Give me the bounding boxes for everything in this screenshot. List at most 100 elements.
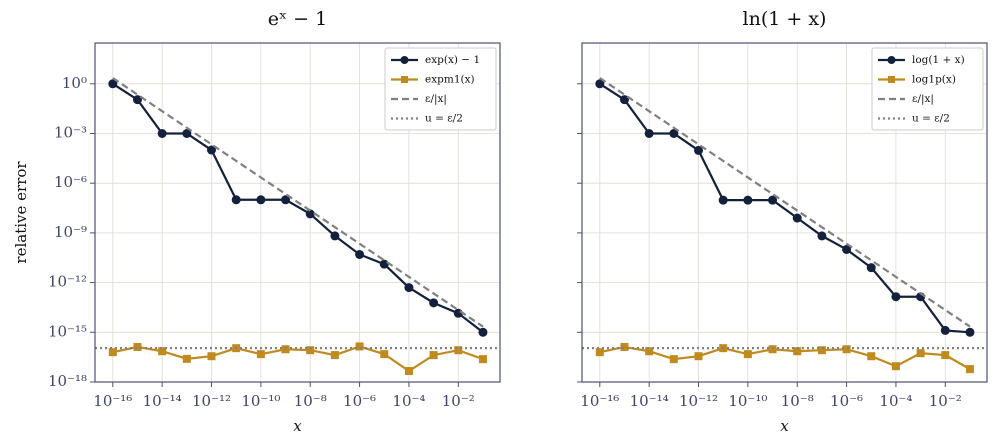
point [404, 367, 413, 376]
x-tick-label: 10⁻¹² [679, 392, 718, 410]
point [281, 195, 291, 205]
point [768, 345, 777, 354]
point [306, 346, 315, 355]
legend-label: u = ε/2 [425, 113, 463, 125]
y-tick-label: 10⁻³ [54, 123, 87, 141]
x-tick-label: 10⁻¹⁰ [241, 392, 280, 410]
x-tick-label: 10⁻¹² [192, 392, 231, 410]
point [595, 348, 604, 357]
point [256, 350, 265, 359]
x-tick-label: 10⁻⁶ [830, 392, 863, 410]
point [158, 347, 167, 356]
x-axis-label: x [293, 417, 302, 435]
point [694, 352, 703, 361]
y-tick-label: 10⁻⁶ [54, 173, 87, 191]
legend-marker [888, 76, 895, 83]
series-line [599, 77, 971, 328]
chart-title: eˣ − 1 [268, 8, 327, 30]
y-tick-label: 10⁰ [62, 74, 87, 92]
point [793, 347, 802, 356]
x-tick-label: 10⁻¹⁴ [143, 392, 182, 410]
x-tick-label: 10⁻⁸ [294, 392, 327, 410]
x-tick-label: 10⁻² [929, 392, 962, 410]
point [305, 209, 315, 219]
series-line [599, 82, 971, 334]
point [182, 128, 192, 138]
point [157, 128, 167, 138]
point [379, 259, 389, 269]
point [620, 342, 629, 351]
legend-label: ε/|x| [912, 93, 934, 106]
axes-frame [94, 42, 501, 383]
point [133, 342, 142, 351]
point [355, 342, 364, 351]
point [429, 351, 438, 360]
x-tick-label: 10⁻² [442, 392, 475, 410]
point [743, 350, 752, 359]
y-tick-label: 10⁻¹² [48, 273, 87, 291]
point [669, 128, 679, 138]
series-line [112, 82, 484, 334]
point [330, 351, 339, 360]
point [595, 79, 605, 89]
legend-box [871, 47, 984, 131]
point [891, 362, 900, 371]
x-tick-label: 10⁻¹⁰ [728, 392, 767, 410]
point [207, 145, 217, 155]
plot-area [95, 77, 500, 376]
point [866, 263, 876, 273]
point [694, 145, 704, 155]
point [817, 231, 827, 241]
point [108, 348, 117, 357]
legend-label: expm1(x) [425, 74, 475, 86]
point [941, 351, 950, 360]
point [478, 327, 488, 337]
point [965, 365, 974, 374]
y-axis-label: relative error [12, 161, 30, 264]
legend-marker [400, 56, 409, 64]
point [231, 195, 241, 205]
x-tick-label: 10⁻¹⁶ [93, 392, 132, 410]
series-line [599, 345, 971, 371]
point [478, 355, 487, 364]
legend-label: u = ε/2 [912, 113, 950, 125]
y-tick-label: 10⁻⁹ [54, 223, 87, 241]
point [817, 346, 826, 355]
point [940, 325, 950, 335]
plot-area [582, 77, 987, 374]
point [669, 355, 678, 364]
point [645, 347, 654, 356]
legend-box [384, 47, 497, 131]
point [281, 345, 290, 354]
point [182, 354, 191, 363]
chart-title: ln(1 + x) [743, 8, 827, 30]
point [256, 195, 266, 205]
y-tick-label: 10⁻¹⁵ [48, 322, 87, 340]
point [108, 79, 118, 89]
point [965, 327, 975, 337]
x-tick-label: 10⁻⁴ [392, 392, 425, 410]
point [916, 349, 925, 358]
point [718, 195, 728, 205]
point [404, 283, 414, 293]
legend-label: ε/|x| [425, 93, 447, 106]
y-tick-label: 10⁻¹⁸ [48, 372, 87, 390]
x-tick-label: 10⁻¹⁴ [630, 392, 669, 410]
point [867, 352, 876, 361]
point [891, 292, 901, 302]
point [355, 249, 365, 259]
point [380, 350, 389, 359]
point [768, 195, 778, 205]
point [429, 298, 439, 308]
series-line [112, 77, 484, 328]
point [842, 244, 852, 254]
point [330, 231, 340, 241]
point [743, 195, 753, 205]
legend-marker [401, 76, 408, 83]
legend-label: log1p(x) [912, 74, 956, 86]
series-line [112, 345, 484, 373]
x-axis-label: x [780, 417, 789, 435]
x-tick-label: 10⁻⁴ [879, 392, 912, 410]
point [644, 128, 654, 138]
legend-marker [887, 56, 896, 64]
